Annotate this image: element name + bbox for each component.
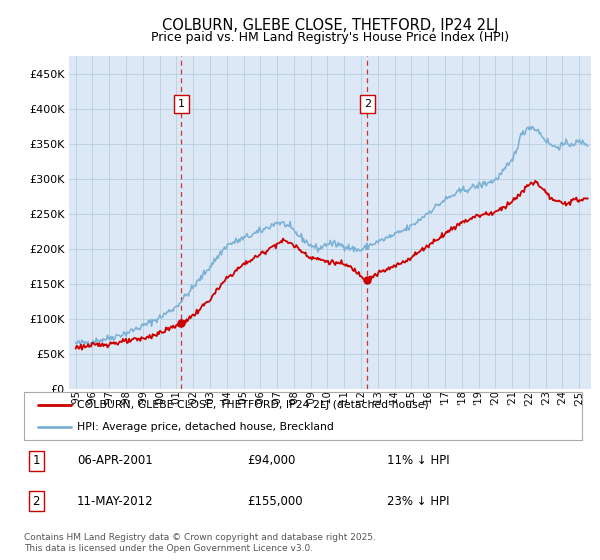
Text: Price paid vs. HM Land Registry's House Price Index (HPI): Price paid vs. HM Land Registry's House …: [151, 31, 509, 44]
Text: COLBURN, GLEBE CLOSE, THETFORD, IP24 2LJ: COLBURN, GLEBE CLOSE, THETFORD, IP24 2LJ: [162, 18, 498, 33]
Text: Contains HM Land Registry data © Crown copyright and database right 2025.
This d: Contains HM Land Registry data © Crown c…: [24, 533, 376, 553]
Text: 2: 2: [364, 99, 371, 109]
Text: 06-APR-2001: 06-APR-2001: [77, 454, 153, 468]
Text: 1: 1: [32, 454, 40, 468]
Text: 11-MAY-2012: 11-MAY-2012: [77, 494, 154, 508]
Text: £155,000: £155,000: [247, 494, 303, 508]
Text: £94,000: £94,000: [247, 454, 296, 468]
Text: 1: 1: [178, 99, 185, 109]
Text: COLBURN, GLEBE CLOSE, THETFORD, IP24 2LJ (detached house): COLBURN, GLEBE CLOSE, THETFORD, IP24 2LJ…: [77, 400, 429, 410]
Text: 11% ↓ HPI: 11% ↓ HPI: [387, 454, 449, 468]
Text: HPI: Average price, detached house, Breckland: HPI: Average price, detached house, Brec…: [77, 422, 334, 432]
Text: 2: 2: [32, 494, 40, 508]
Text: 23% ↓ HPI: 23% ↓ HPI: [387, 494, 449, 508]
